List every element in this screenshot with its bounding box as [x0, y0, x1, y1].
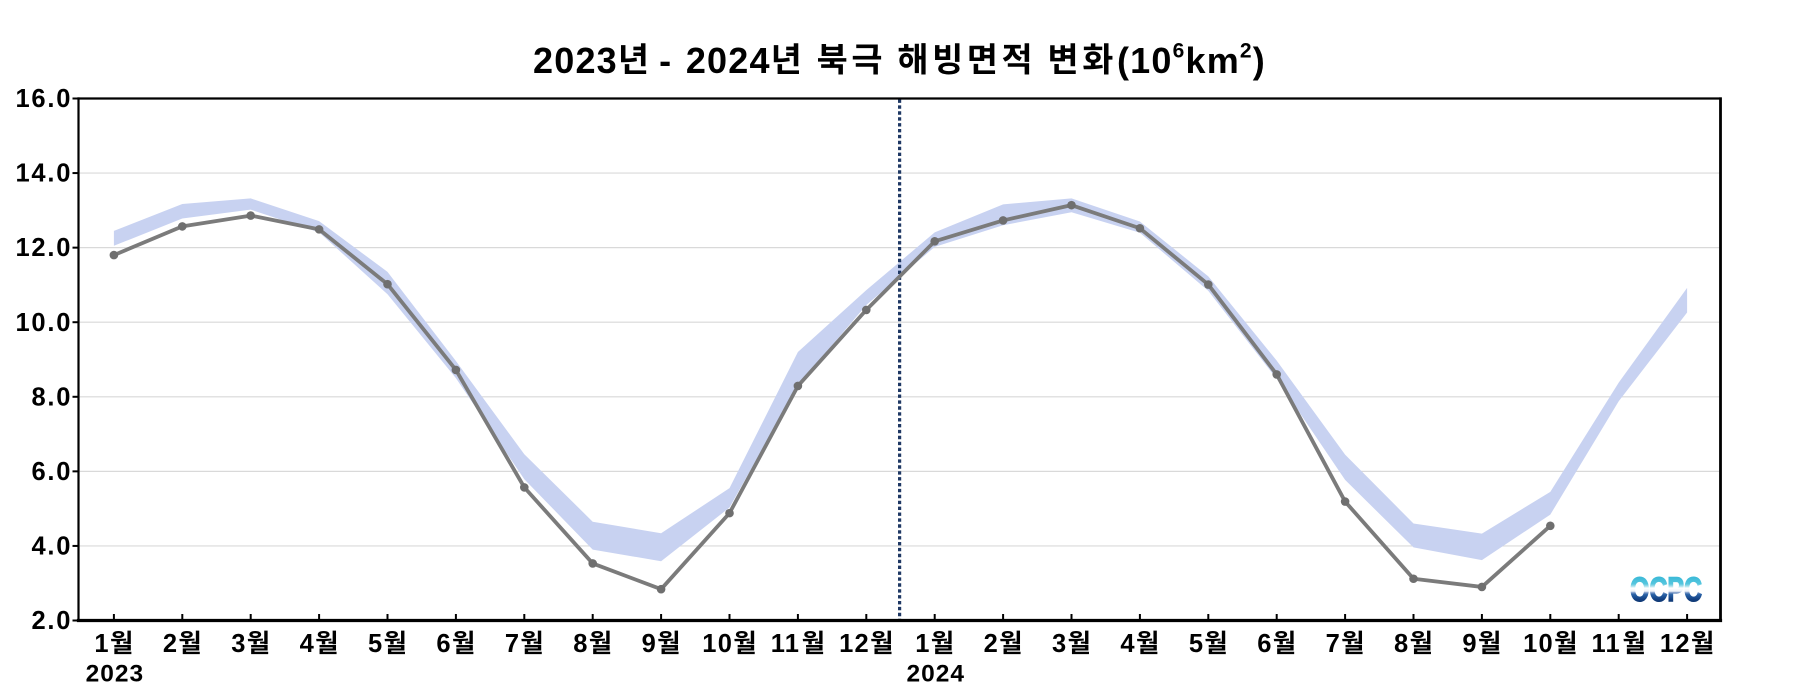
svg-text:2: 2 [984, 630, 999, 658]
svg-text:2: 2 [163, 630, 178, 658]
svg-text:12: 12 [839, 630, 870, 658]
svg-text:10: 10 [1523, 630, 1554, 658]
svg-text:2023: 2023 [533, 40, 618, 81]
svg-text:6.0: 6.0 [31, 458, 72, 486]
svg-text:3: 3 [231, 630, 246, 658]
svg-text:4: 4 [1120, 630, 1135, 658]
svg-text:4: 4 [300, 630, 315, 658]
svg-text:(10: (10 [1117, 40, 1173, 81]
svg-text:7: 7 [505, 630, 520, 658]
svg-text:10.0: 10.0 [15, 309, 72, 337]
svg-text:11: 11 [1591, 630, 1621, 658]
svg-text:3: 3 [1052, 630, 1067, 658]
svg-text:12: 12 [1660, 630, 1691, 658]
svg-text:14.0: 14.0 [15, 160, 72, 188]
svg-text:8: 8 [573, 630, 588, 658]
svg-text:16.0: 16.0 [15, 85, 72, 113]
svg-text:OCPC: OCPC [1630, 571, 1702, 609]
svg-text:10: 10 [702, 630, 733, 658]
svg-text:9: 9 [1462, 630, 1477, 658]
svg-text:2024: 2024 [686, 40, 771, 81]
svg-text:2023: 2023 [86, 661, 145, 688]
svg-text:1: 1 [94, 630, 109, 658]
svg-text:): ) [1253, 40, 1266, 81]
svg-text:5: 5 [1189, 630, 1204, 658]
svg-text:1: 1 [915, 630, 930, 658]
svg-text:4.0: 4.0 [31, 533, 72, 561]
svg-text:2024: 2024 [906, 661, 965, 688]
svg-text:11: 11 [771, 630, 801, 658]
svg-text:7: 7 [1326, 630, 1341, 658]
svg-text:5: 5 [368, 630, 383, 658]
svg-text:6: 6 [1173, 40, 1186, 63]
svg-text:2: 2 [1240, 40, 1253, 63]
svg-text:8: 8 [1394, 630, 1409, 658]
svg-text:8.0: 8.0 [31, 383, 72, 411]
svg-text:6: 6 [436, 630, 451, 658]
svg-text:6: 6 [1257, 630, 1272, 658]
svg-text:12.0: 12.0 [15, 234, 72, 262]
svg-text:2.0: 2.0 [31, 607, 72, 635]
svg-text:-: - [659, 40, 672, 81]
svg-text:km: km [1185, 40, 1239, 81]
svg-text:9: 9 [642, 630, 657, 658]
